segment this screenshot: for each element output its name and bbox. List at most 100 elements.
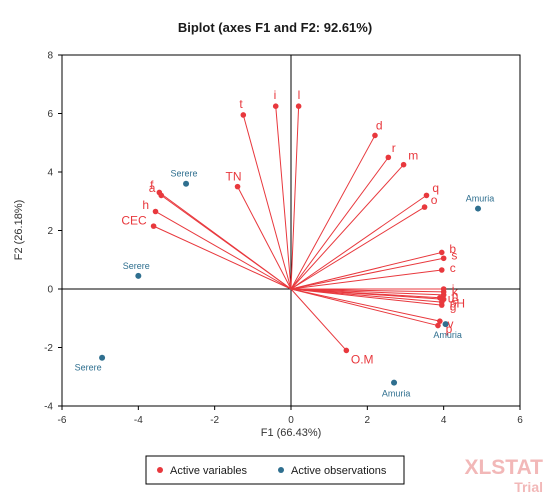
variable-vector (275, 106, 292, 290)
variable-point (438, 302, 445, 308)
y-axis-label: F2 (26.18%) (13, 200, 25, 261)
variable-point (440, 292, 447, 298)
variable-point (437, 294, 443, 301)
variable-label: p (446, 322, 453, 336)
variable-point (272, 103, 279, 109)
variable-point (400, 161, 407, 168)
observation-point (99, 354, 106, 361)
x-axis-ticks: -6 -4 -2 0 2 4 6 (58, 406, 523, 426)
observation-label: Amuria (466, 194, 495, 204)
watermark-brand: XLSTAT (464, 456, 543, 479)
variable-label: d (376, 118, 383, 132)
variable-point (421, 204, 428, 210)
variable-vector (290, 106, 300, 290)
y-tick-label: -2 (44, 343, 53, 354)
observation-points: Serere Serere Serere Amuria Amuria Amuria (75, 169, 495, 399)
variable-label: t (239, 97, 243, 111)
observation-label: Amuria (433, 330, 462, 340)
observation-point (135, 272, 142, 279)
variable-label: q (432, 181, 439, 195)
observation-point (442, 321, 449, 328)
variable-point (440, 255, 447, 262)
variable-vector (290, 288, 439, 327)
variable-point (435, 322, 441, 329)
x-tick-label: -6 (58, 415, 67, 426)
variable-vector (290, 269, 442, 290)
x-axis-label: F1 (66.43%) (261, 427, 322, 439)
legend-label-variables: Active variables (170, 465, 248, 477)
observation-label: Serere (123, 261, 150, 271)
variable-point (343, 347, 350, 354)
y-axis-ticks: -4 -2 0 2 4 6 8 (44, 51, 62, 413)
variable-vector (290, 288, 347, 351)
legend: Active variables Active observations (145, 455, 405, 485)
variable-label: g (450, 300, 457, 314)
variable-label: CEC (121, 214, 147, 228)
variable-label: j (451, 282, 455, 296)
variable-vector (155, 211, 292, 290)
variable-label: v (448, 317, 454, 331)
variable-vector (290, 288, 444, 296)
variable-point (438, 249, 445, 256)
y-tick-label: 4 (47, 168, 53, 179)
observation-point (475, 205, 482, 212)
variable-point (240, 112, 247, 118)
chart-title: Biplot (axes F1 and F2: 92.61%) (178, 20, 372, 35)
variable-label: o (431, 193, 438, 207)
legend-box (145, 455, 405, 485)
observation-point (391, 379, 398, 386)
variable-label: h (142, 198, 149, 212)
watermark-edition: Trial (514, 479, 543, 495)
variable-vector (290, 251, 442, 290)
x-tick-label: -4 (134, 415, 143, 426)
y-tick-label: 8 (47, 51, 53, 62)
x-tick-label: 2 (365, 415, 371, 426)
variable-vector (290, 164, 404, 290)
x-tick-label: 0 (288, 415, 294, 426)
variable-point (372, 132, 378, 139)
variable-vector (290, 288, 440, 322)
variable-vector (290, 157, 389, 290)
variable-label: l (298, 88, 301, 102)
variable-label: u (448, 292, 455, 306)
variable-label: e (452, 293, 459, 307)
variable-vector (290, 288, 440, 299)
y-tick-label: -4 (44, 402, 53, 413)
variable-point (295, 103, 302, 109)
x-tick-label: 6 (517, 415, 523, 426)
legend-marker-observations (278, 467, 284, 473)
legend-marker-variables (157, 467, 163, 473)
variable-vector (160, 194, 292, 290)
observation-point (183, 180, 190, 187)
variable-label: c (450, 261, 456, 275)
variable-label: k (452, 285, 459, 299)
variable-label: r (392, 141, 396, 155)
y-tick-label: 6 (47, 109, 53, 120)
observation-label: Serere (170, 169, 197, 179)
variable-vector (290, 194, 427, 290)
variable-point (150, 223, 157, 229)
variable-point (385, 154, 392, 161)
variable-label: i (274, 88, 277, 102)
variable-label: TN (226, 169, 242, 183)
variable-vector (290, 257, 444, 290)
variable-vector (290, 206, 425, 290)
variable-vector (153, 225, 292, 290)
variable-point (437, 318, 443, 324)
x-tick-label: -2 (210, 415, 219, 426)
variable-label: s (451, 249, 457, 263)
variable-label: b (449, 242, 456, 256)
variable-label: O.M (351, 353, 374, 367)
variable-label: f (150, 178, 154, 192)
variable-label: a (149, 181, 156, 195)
variable-label: m (408, 149, 418, 163)
variable-label: n (452, 288, 459, 302)
variable-vector (237, 186, 292, 290)
variable-label: pH (450, 296, 465, 310)
variable-point (438, 267, 445, 273)
variable-point (152, 208, 159, 215)
variable-point (423, 192, 430, 199)
